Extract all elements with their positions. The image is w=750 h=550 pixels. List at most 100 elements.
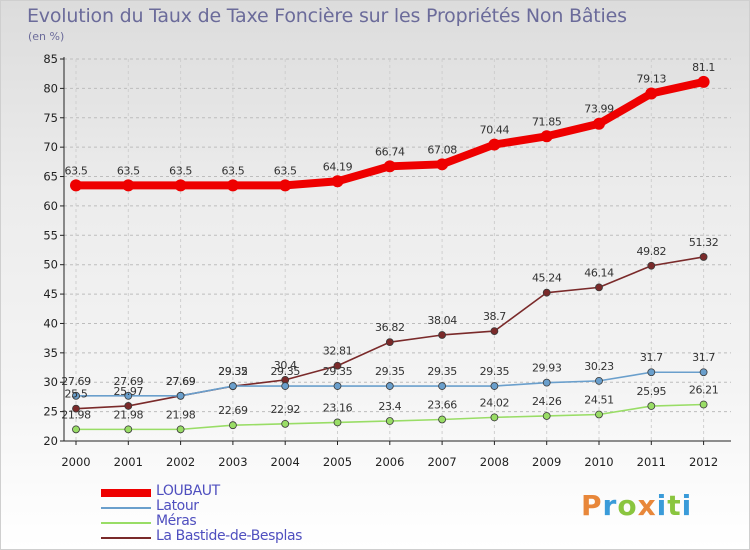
x-tick-label: 2007 (427, 455, 456, 469)
x-tick-label: 2010 (584, 455, 613, 469)
y-tick-label: 70 (43, 140, 58, 154)
y-tick-label: 40 (43, 316, 58, 330)
brand-letter: x (637, 489, 657, 522)
brand-letter: o (617, 489, 638, 522)
data-point (490, 382, 499, 390)
data-point (122, 179, 135, 192)
data-label: 22.92 (270, 403, 300, 416)
data-point (595, 376, 603, 385)
data-label: 63.5 (274, 164, 297, 177)
data-label: 29.35 (323, 365, 353, 378)
legend-swatch (101, 522, 151, 524)
legend-label: LOUBAUT (156, 483, 220, 499)
data-point (438, 382, 447, 390)
data-label: 27.69 (166, 375, 196, 388)
chart-title: Evolution du Taux de Taxe Foncière sur l… (27, 5, 627, 27)
y-tick-label: 20 (43, 434, 58, 448)
x-tick-label: 2011 (637, 455, 666, 469)
data-label: 29.35 (427, 365, 457, 378)
data-label: 27.69 (166, 375, 196, 388)
y-tick-label: 35 (43, 346, 58, 360)
data-point (331, 175, 344, 188)
y-tick-label: 25 (43, 405, 58, 419)
x-tick-label: 2004 (271, 455, 300, 469)
y-tick-label: 65 (43, 170, 58, 184)
data-label: 81.1 (692, 61, 715, 74)
data-point (333, 418, 342, 427)
data-label: 22.69 (218, 404, 248, 417)
brand-letter: P (581, 489, 603, 522)
x-tick-label: 2000 (61, 455, 90, 469)
data-point (385, 417, 394, 425)
data-label: 49.82 (637, 245, 667, 258)
brand-logo: Proxiti (581, 489, 692, 522)
data-point (490, 413, 499, 422)
x-tick-label: 2003 (218, 455, 247, 469)
data-label: 63.5 (221, 164, 244, 177)
data-point (647, 261, 656, 270)
data-label: 26.21 (689, 384, 719, 397)
data-point (385, 382, 394, 390)
data-label: 29.35 (480, 365, 510, 378)
data-label: 31.7 (640, 351, 663, 364)
data-label: 46.14 (584, 266, 614, 279)
data-point (542, 378, 551, 387)
x-tick-label: 2008 (480, 455, 509, 469)
data-label: 23.16 (323, 401, 353, 414)
data-point (438, 415, 447, 424)
legend-label: La Bastide-de-Besplas (156, 528, 303, 544)
data-label: 63.5 (169, 164, 192, 177)
data-point (176, 425, 185, 434)
data-point (699, 400, 708, 409)
data-label: 71.85 (532, 115, 562, 128)
data-label: 29.93 (532, 362, 562, 375)
data-point (647, 402, 656, 410)
data-label: 51.32 (689, 236, 719, 249)
data-point (595, 410, 603, 419)
data-point (383, 160, 396, 173)
brand-letter: r (602, 489, 618, 522)
data-label: 21.98 (61, 408, 91, 421)
data-label: 23.4 (378, 400, 401, 413)
data-label: 66.74 (375, 145, 405, 158)
data-label: 25.5 (65, 388, 88, 401)
data-point (124, 391, 133, 400)
data-label: 63.5 (65, 164, 88, 177)
data-label: 67.08 (427, 143, 457, 156)
data-point (124, 425, 133, 434)
data-label: 25.97 (114, 385, 144, 398)
y-tick-label: 85 (43, 52, 58, 66)
y-tick-label: 50 (43, 258, 58, 272)
data-point (124, 402, 133, 410)
brand-letter: i (656, 489, 668, 522)
data-label: 29.35 (218, 365, 248, 378)
data-point (540, 130, 553, 143)
data-point (595, 283, 603, 292)
y-tick-label: 45 (43, 287, 58, 301)
x-tick-label: 2009 (532, 455, 561, 469)
data-point (333, 382, 342, 390)
chart-unit-label: (en %) (28, 30, 65, 43)
data-point (488, 138, 501, 151)
data-label: 64.19 (323, 160, 353, 173)
data-label: 73.99 (584, 103, 614, 116)
data-label: 63.5 (117, 164, 140, 177)
y-tick-label: 55 (43, 228, 58, 242)
legend-swatch (101, 507, 151, 509)
data-label: 23.66 (427, 398, 457, 411)
data-point (436, 158, 449, 171)
y-tick-label: 75 (43, 111, 58, 125)
y-tick-label: 60 (43, 199, 58, 213)
data-point (70, 179, 82, 192)
data-label: 32.81 (323, 345, 353, 358)
x-tick-label: 2001 (114, 455, 143, 469)
data-point (72, 391, 80, 400)
data-point (699, 368, 708, 377)
data-label: 30.23 (584, 360, 614, 373)
data-label: 21.98 (114, 408, 144, 421)
data-point (647, 368, 656, 377)
data-point (228, 382, 237, 390)
data-point (385, 338, 394, 347)
data-point (72, 404, 80, 413)
